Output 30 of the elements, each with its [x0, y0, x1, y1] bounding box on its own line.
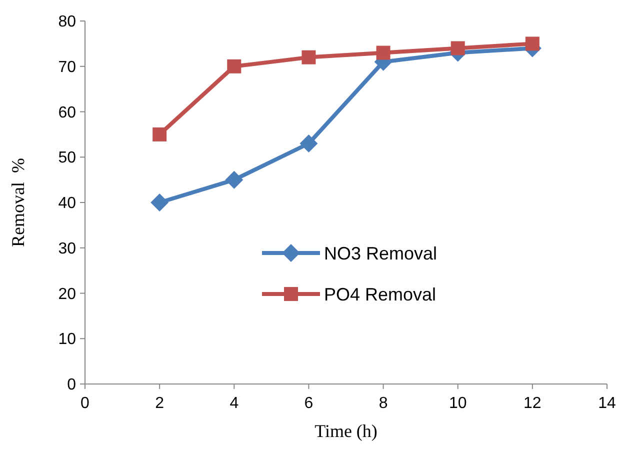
x-tick-label: 2	[155, 395, 164, 412]
point	[376, 46, 390, 60]
point	[227, 59, 242, 74]
point	[150, 194, 169, 212]
x-tick-label: 10	[448, 395, 467, 412]
legend-label: PO4 Removal	[324, 284, 436, 304]
y-tick-label: 10	[58, 331, 76, 348]
legend-label: NO3 Removal	[324, 243, 438, 264]
y-tick-label: 70	[58, 58, 76, 76]
x-axis-title: Time (h)	[314, 421, 378, 441]
y-tick-label: 50	[58, 150, 76, 167]
y-tick-label: 20	[58, 286, 76, 303]
x-tick-label: 8	[378, 395, 388, 412]
x-tick-label: 12	[524, 395, 542, 412]
y-tick-label: 30	[58, 240, 76, 258]
y-tick-label: 60	[58, 104, 76, 122]
y-tick-label: 80	[58, 14, 76, 31]
y-tick-label: 40	[58, 195, 76, 212]
x-tick-label: 4	[230, 395, 239, 412]
x-tick-label: 6	[304, 395, 314, 412]
y-axis-title: Removal %	[8, 158, 28, 247]
point	[302, 50, 316, 64]
point	[450, 41, 465, 56]
point	[225, 170, 244, 189]
point	[525, 36, 540, 51]
point	[152, 127, 167, 142]
y-tick-label: 0	[67, 376, 76, 394]
x-tick-label: 14	[598, 395, 616, 412]
x-tick-label: 0	[80, 395, 90, 412]
point	[300, 134, 318, 153]
